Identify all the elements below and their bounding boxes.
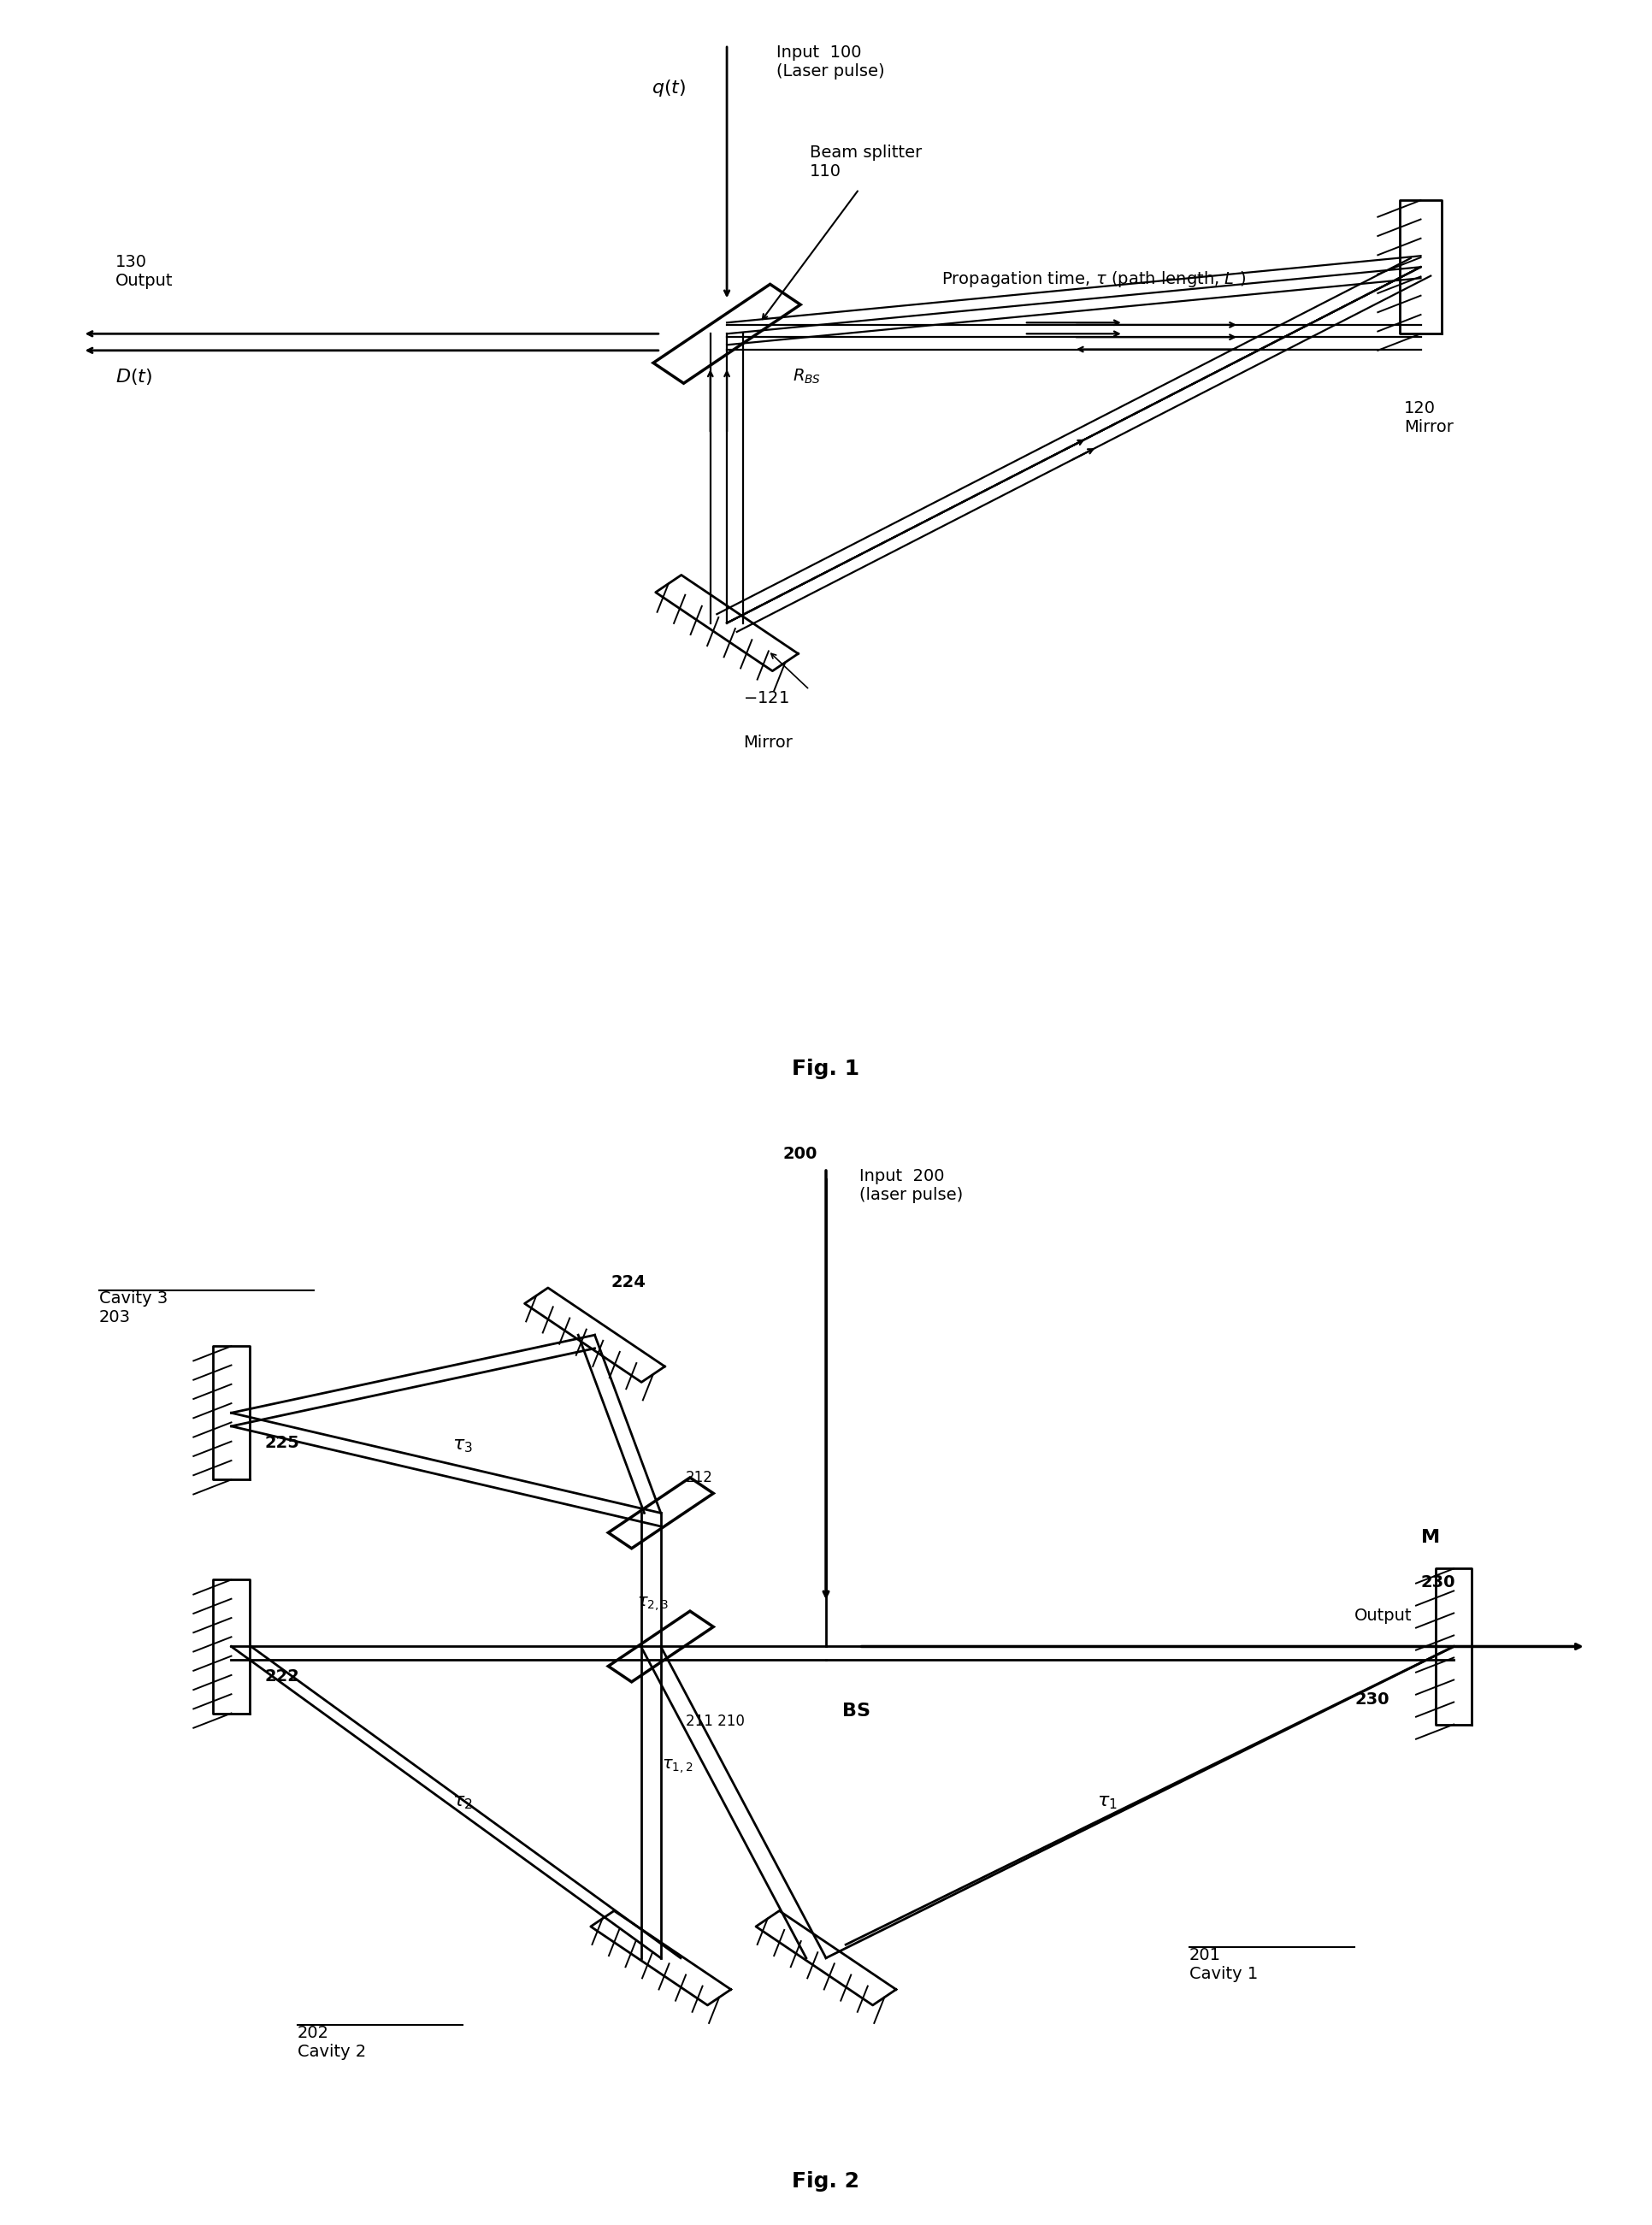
Text: 211 210: 211 210	[686, 1713, 745, 1729]
Text: $D(t)$: $D(t)$	[116, 367, 152, 387]
Text: 230: 230	[1355, 1691, 1389, 1707]
Text: Mirror: Mirror	[743, 734, 793, 750]
Text: 212: 212	[686, 1471, 712, 1486]
Text: $\tau_{2,3}$: $\tau_{2,3}$	[638, 1595, 669, 1613]
Text: Input  100
(Laser pulse): Input 100 (Laser pulse)	[776, 44, 885, 80]
Text: 222: 222	[264, 1669, 299, 1684]
Text: 225: 225	[264, 1435, 299, 1451]
Text: 201
Cavity 1: 201 Cavity 1	[1189, 1947, 1259, 1982]
Text: 224: 224	[611, 1275, 646, 1290]
Text: 202
Cavity 2: 202 Cavity 2	[297, 2025, 367, 2060]
Text: Output: Output	[1355, 1609, 1412, 1624]
Text: Propagation time, $\tau$ (path length, $L$ ): Propagation time, $\tau$ (path length, $…	[942, 269, 1246, 289]
Text: M: M	[1421, 1529, 1439, 1546]
Text: $q(t)$: $q(t)$	[651, 78, 686, 98]
Text: $\tau_2$: $\tau_2$	[453, 1793, 472, 1811]
Text: $R_{BS}$: $R_{BS}$	[793, 367, 821, 385]
Text: $-$121: $-$121	[743, 690, 790, 705]
Text: $\tau_1$: $\tau_1$	[1097, 1793, 1117, 1811]
Text: 200: 200	[783, 1146, 818, 1161]
Text: 120
Mirror: 120 Mirror	[1404, 400, 1454, 436]
Text: Fig. 1: Fig. 1	[793, 1059, 859, 1079]
Text: 230: 230	[1421, 1575, 1455, 1591]
Text: BS: BS	[843, 1702, 871, 1720]
Text: Fig. 2: Fig. 2	[793, 2172, 859, 2192]
Text: $\tau_{1,2}$: $\tau_{1,2}$	[662, 1758, 692, 1776]
Text: Cavity 3
203: Cavity 3 203	[99, 1290, 169, 1326]
Text: $\tau_3$: $\tau_3$	[453, 1437, 472, 1455]
Text: 130
Output: 130 Output	[116, 254, 173, 289]
Text: Input  200
(laser pulse): Input 200 (laser pulse)	[859, 1168, 963, 1204]
Text: Beam splitter
110: Beam splitter 110	[809, 145, 922, 180]
